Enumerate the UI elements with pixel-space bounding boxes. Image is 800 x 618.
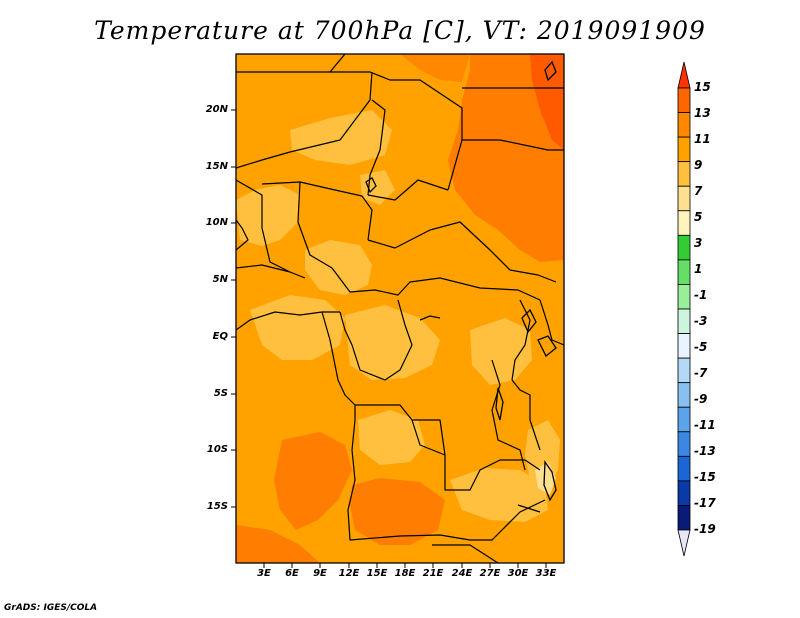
colorbar-label: -15 bbox=[694, 470, 716, 484]
lake-victoria bbox=[521, 308, 537, 334]
colorbar-label: 15 bbox=[694, 80, 711, 94]
lat-label-15s: 15S bbox=[206, 501, 228, 512]
lon-label-15e: 15E bbox=[366, 568, 388, 579]
colorbar-swatch bbox=[677, 406, 691, 433]
colorbar-swatch bbox=[677, 234, 691, 261]
colorbar-top-arrow bbox=[677, 61, 691, 89]
lake-chad bbox=[365, 177, 377, 194]
colorbar-label: -13 bbox=[694, 444, 716, 458]
colorbar-label: -11 bbox=[694, 418, 716, 432]
colorbar-swatch bbox=[677, 333, 691, 359]
warm-region-south-central bbox=[350, 478, 445, 545]
warm-region-northeast bbox=[448, 54, 564, 262]
lat-label-15n: 15N bbox=[205, 161, 228, 172]
lon-label-24e: 24E bbox=[451, 568, 473, 579]
colorbar-swatch bbox=[677, 308, 691, 334]
colorbar-swatch bbox=[677, 431, 691, 457]
colorbar-label: -1 bbox=[694, 288, 708, 302]
lon-label-33e: 33E bbox=[535, 568, 557, 579]
map-title: Temperature at 700hPa [C], VT: 201909190… bbox=[94, 16, 706, 45]
lon-label-6e: 6E bbox=[285, 568, 299, 579]
hot-region-red-sea bbox=[530, 54, 564, 150]
colorbar-swatch bbox=[677, 357, 691, 384]
cool-region-nigeria bbox=[236, 185, 300, 246]
lake-kariba bbox=[517, 504, 541, 513]
cool-region-east-drc bbox=[470, 318, 532, 385]
colorbar-swatch bbox=[677, 136, 691, 163]
colorbar-label: 13 bbox=[694, 106, 711, 120]
map-frame bbox=[235, 53, 565, 564]
warm-region-north bbox=[400, 54, 470, 82]
cool-region-lake-chad bbox=[360, 170, 395, 205]
lat-label-5s: 5S bbox=[213, 388, 228, 399]
grads-credit: GrADS: IGES/COLA bbox=[4, 603, 98, 613]
lake-nasser bbox=[544, 60, 557, 82]
lat-label-10s: 10S bbox=[206, 444, 228, 455]
country-borders bbox=[236, 54, 564, 563]
lon-label-3e: 3E bbox=[257, 568, 271, 579]
colorbar-label: 11 bbox=[694, 132, 711, 146]
colorbar-label: -7 bbox=[694, 366, 708, 380]
lake-tanganyika bbox=[495, 387, 504, 421]
lake-kyoga bbox=[537, 335, 557, 358]
colorbar-swatch bbox=[677, 284, 691, 310]
cool-region-angola bbox=[358, 410, 425, 465]
colorbar-swatch bbox=[677, 87, 691, 113]
colorbar-label: 7 bbox=[694, 184, 703, 198]
colorbar-label: -17 bbox=[694, 496, 716, 510]
colorbar-label: 5 bbox=[694, 210, 703, 224]
colorbar-swatch bbox=[677, 112, 691, 138]
colorbar-swatch bbox=[677, 161, 691, 187]
lon-label-27e: 27E bbox=[479, 568, 501, 579]
warm-region-southwest-coast bbox=[236, 525, 320, 563]
lake-mai-ndombe bbox=[419, 315, 441, 321]
lat-label-20n: 20N bbox=[205, 104, 228, 115]
colorbar-swatch bbox=[677, 185, 691, 212]
lon-label-21e: 21E bbox=[422, 568, 444, 579]
warm-region-southwest bbox=[274, 432, 352, 530]
colorbar-swatch bbox=[677, 382, 691, 408]
colorbar-label: -19 bbox=[694, 522, 716, 536]
lat-label-10n: 10N bbox=[205, 217, 228, 228]
colorbar-swatch bbox=[677, 210, 691, 236]
colorbar-label: -5 bbox=[694, 340, 708, 354]
colorbar-swatch bbox=[677, 480, 691, 506]
lon-label-30e: 30E bbox=[507, 568, 529, 579]
lat-label-eq: EQ bbox=[212, 331, 228, 342]
lon-label-18e: 18E bbox=[394, 568, 416, 579]
temperature-field bbox=[236, 54, 564, 563]
lake-malawi bbox=[543, 460, 557, 502]
colorbar-bottom-arrow bbox=[677, 529, 691, 557]
latitude-ticks bbox=[231, 109, 236, 508]
cool-region-central-sahel bbox=[290, 110, 392, 165]
lon-label-12e: 12E bbox=[338, 568, 360, 579]
lon-label-9e: 9E bbox=[313, 568, 327, 579]
longitude-ticks bbox=[263, 563, 547, 568]
colorbar-label: -9 bbox=[694, 392, 708, 406]
colorbar-swatch bbox=[677, 505, 691, 531]
lat-label-5n: 5N bbox=[212, 274, 228, 285]
cool-region-congo-basin bbox=[345, 305, 440, 380]
colorbar-label: 3 bbox=[694, 236, 703, 250]
colorbar-swatch bbox=[677, 455, 691, 482]
colorbar-label: -3 bbox=[694, 314, 708, 328]
colorbar-label: 9 bbox=[694, 158, 703, 172]
colorbar-swatch bbox=[677, 259, 691, 285]
colorbar bbox=[677, 61, 691, 557]
lakes bbox=[365, 60, 557, 513]
cool-region-gabon-congo bbox=[250, 295, 345, 360]
colorbar-label: 1 bbox=[694, 262, 703, 276]
cool-region-cameroon bbox=[305, 240, 372, 295]
